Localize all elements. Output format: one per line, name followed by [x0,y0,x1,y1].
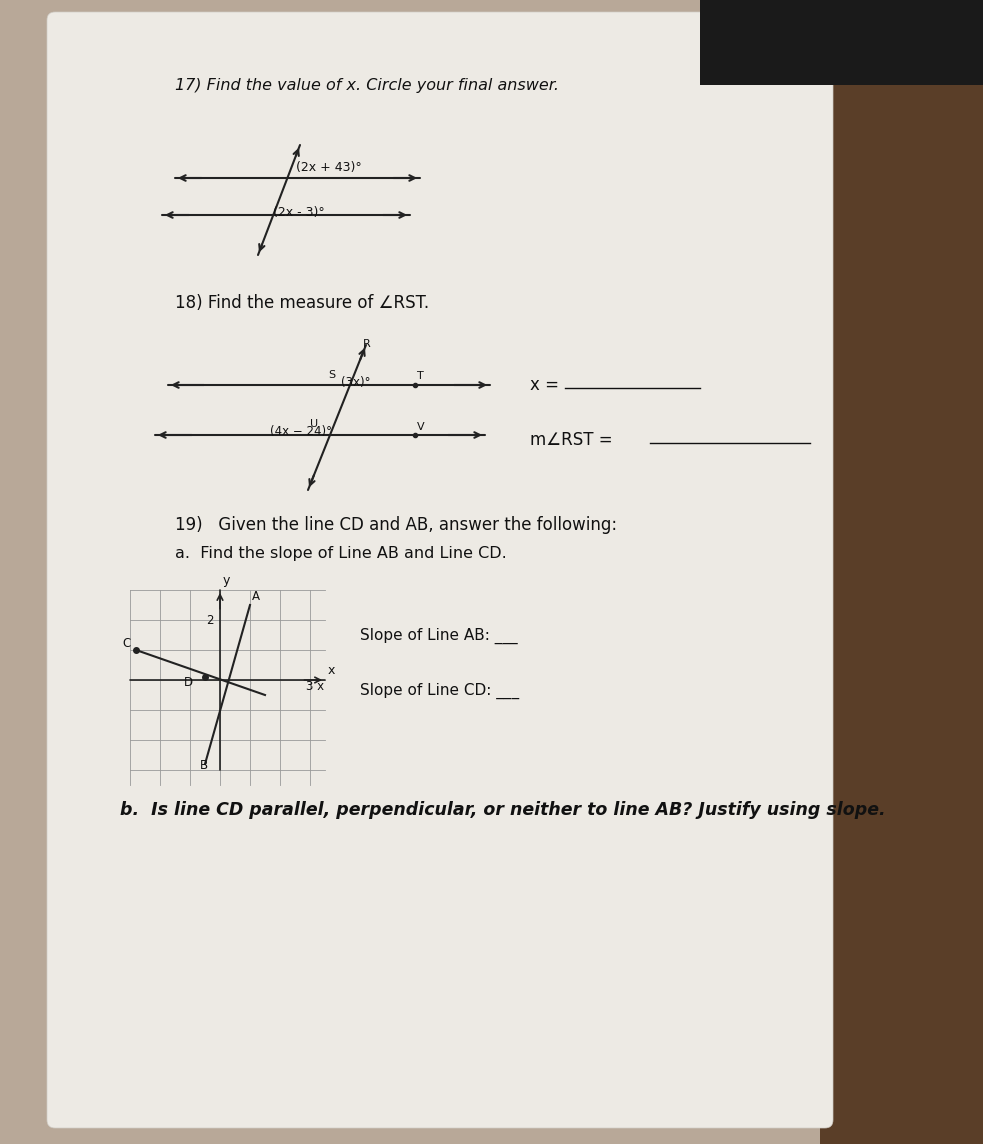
Text: 2: 2 [206,614,213,627]
Text: 3 x: 3 x [306,680,324,693]
Text: Slope of Line AB: ___: Slope of Line AB: ___ [360,628,518,644]
Text: (4x − 24)°: (4x − 24)° [270,426,332,438]
Text: U: U [310,419,318,429]
Text: V: V [417,422,425,432]
Text: m∠RST =: m∠RST = [530,431,612,448]
Text: a.  Find the slope of Line AB and Line CD.: a. Find the slope of Line AB and Line CD… [175,546,507,561]
FancyBboxPatch shape [47,11,833,1128]
Text: R: R [363,339,371,349]
Text: C: C [122,637,131,650]
Text: 17) Find the value of x. Circle your final answer.: 17) Find the value of x. Circle your fin… [175,78,559,93]
Text: (3x)°: (3x)° [341,376,371,389]
Text: x =: x = [530,376,559,394]
Text: Slope of Line CD: ___: Slope of Line CD: ___ [360,683,519,699]
Text: T: T [417,371,424,381]
Text: S: S [328,370,335,380]
Text: B: B [200,758,208,772]
Text: y: y [223,574,230,587]
Text: (2x - 3)°: (2x - 3)° [273,206,324,219]
Text: b.  Is line CD parallel, perpendicular, or neither to line AB? Justify using slo: b. Is line CD parallel, perpendicular, o… [120,801,886,819]
Bar [700,0,983,85]
Text: A: A [252,590,260,603]
Text: 18) Find the measure of ∠RST.: 18) Find the measure of ∠RST. [175,294,430,312]
Text: x: x [328,664,335,677]
Text: (2x + 43)°: (2x + 43)° [296,161,362,174]
Text: D: D [184,676,193,689]
Text: 19)   Given the line CD and AB, answer the following:: 19) Given the line CD and AB, answer the… [175,516,617,534]
Bar [820,0,983,1144]
